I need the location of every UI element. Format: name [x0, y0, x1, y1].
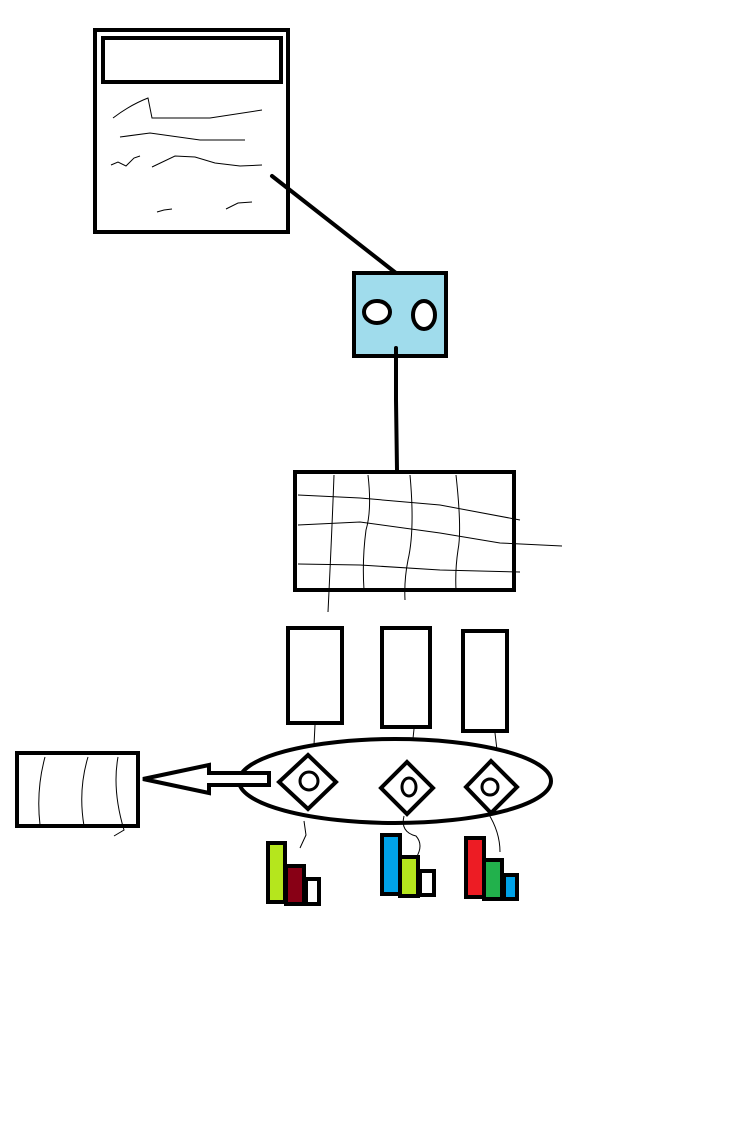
bar-icon-bar: [398, 855, 420, 898]
document-header-bar: [101, 36, 283, 84]
bar-icon-bar: [266, 841, 287, 904]
bar-icon-bar: [464, 836, 486, 899]
arrow-to-output: [142, 762, 271, 796]
diamond-node-2: [378, 759, 436, 817]
hub-node: [352, 271, 448, 358]
connector-hub-grid: [394, 346, 399, 472]
output-frame: [15, 751, 140, 828]
bar-chart-icon: [464, 836, 519, 901]
hub-right-eye-icon: [411, 299, 437, 331]
ellipse-group-node: [237, 737, 553, 825]
grid-node: [293, 470, 563, 613]
bar-connectors: [299, 812, 501, 859]
left-arrow-icon: [142, 762, 271, 796]
document-node: [93, 28, 290, 234]
connector-document-hub: [270, 174, 412, 286]
column-box-2: [380, 626, 432, 729]
output-node: [15, 751, 140, 837]
diamond-node-1: [276, 752, 339, 812]
bar-icon-bar: [418, 869, 436, 897]
bar-icons: [266, 833, 519, 906]
bar-icon-bar: [284, 864, 306, 906]
grid-lines: [297, 474, 563, 613]
diamond-eye-icon: [480, 777, 500, 797]
diamond-eye-icon: [298, 770, 320, 792]
bar-chart-icon: [266, 841, 321, 906]
bar-icon-bar: [304, 877, 321, 906]
grid-frame: [293, 470, 516, 592]
output-scribble-lines: [38, 756, 125, 837]
column-boxes: [286, 626, 509, 733]
diamond-eye-icon: [400, 776, 418, 798]
bar-icon-bar: [502, 873, 519, 901]
column-box-3: [461, 629, 509, 733]
diamond-node-3: [463, 758, 520, 816]
bar-chart-icon: [380, 833, 436, 898]
bar-icon-bar: [380, 833, 402, 896]
hub-left-eye-icon: [362, 299, 392, 325]
document-scribble-lines: [110, 97, 263, 213]
column-box-1: [286, 626, 344, 725]
bar-icon-bar: [482, 858, 504, 901]
